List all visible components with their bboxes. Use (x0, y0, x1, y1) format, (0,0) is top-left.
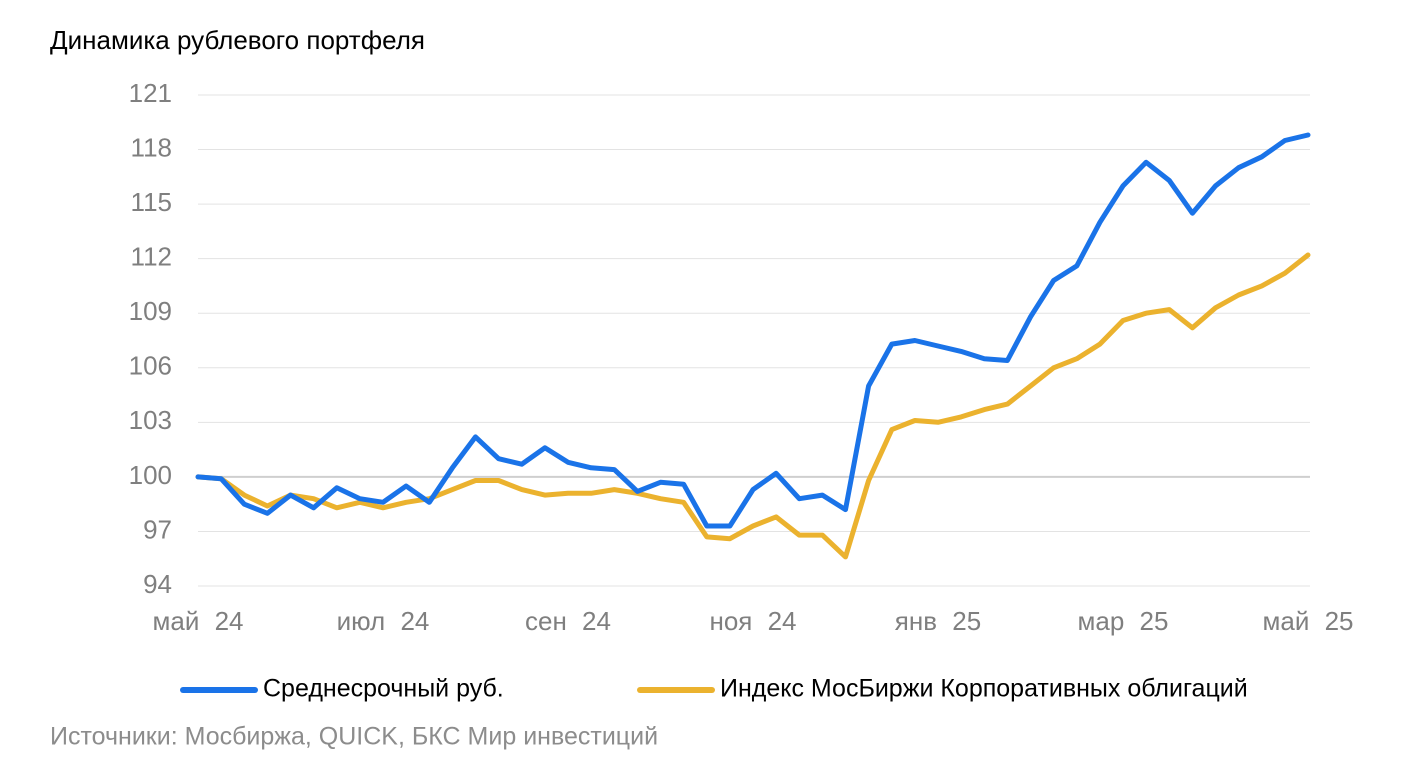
x-tick-label: сен 24 (525, 606, 611, 636)
x-tick-label: янв 25 (895, 606, 981, 636)
legend-label: Индекс МосБиржи Корпоративных облигаций (720, 675, 1248, 703)
y-tick-label: 106 (129, 351, 172, 381)
y-tick-label: 94 (143, 569, 172, 599)
x-tick-label: ноя 24 (709, 606, 796, 636)
y-tick-label: 115 (131, 187, 172, 217)
y-tick-label: 121 (129, 78, 172, 108)
y-tick-label: 103 (129, 405, 172, 435)
series-line (195, 132, 1311, 529)
x-tick-label: июл 24 (337, 606, 430, 636)
x-tick-label: мар 25 (1078, 606, 1169, 636)
y-tick-label: 118 (131, 132, 172, 162)
y-tick-label: 109 (129, 296, 172, 326)
x-tick-label: май 25 (1262, 606, 1353, 636)
legend-label: Среднесрочный руб. (263, 675, 504, 703)
y-tick-label: 112 (131, 242, 172, 272)
y-tick-label: 100 (129, 460, 172, 490)
source-note: Источники: Мосбиржа, QUICK, БКС Мир инве… (50, 723, 658, 751)
y-tick-label: 97 (143, 514, 172, 544)
chart-title: Динамика рублевого портфеля (50, 25, 425, 55)
series-line (195, 252, 1311, 560)
x-tick-label: май 24 (152, 606, 243, 636)
